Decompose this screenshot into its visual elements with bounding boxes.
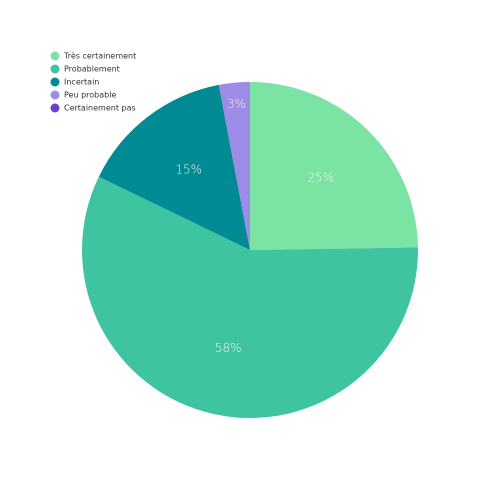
slice-label: 58% <box>215 341 242 355</box>
pie-slice <box>218 82 250 250</box>
pie-slice <box>98 84 250 250</box>
pie-slice <box>250 82 418 250</box>
slice-label: 25% <box>307 171 334 185</box>
slice-label: 15% <box>175 162 202 176</box>
legend-marker <box>50 77 60 87</box>
slice-label: 3% <box>227 97 246 111</box>
legend-text: Probablement <box>64 65 120 74</box>
legend-text: Certainement pas <box>64 104 136 113</box>
legend-marker <box>50 90 60 100</box>
pie-slice <box>81 176 418 418</box>
legend-marker <box>50 103 60 113</box>
legend-marker <box>50 64 60 74</box>
legend-text: Peu probable <box>64 91 116 100</box>
legend-marker <box>50 51 60 61</box>
legend-text: Très certainement <box>63 51 136 61</box>
legend-text: Incertain <box>64 78 99 87</box>
